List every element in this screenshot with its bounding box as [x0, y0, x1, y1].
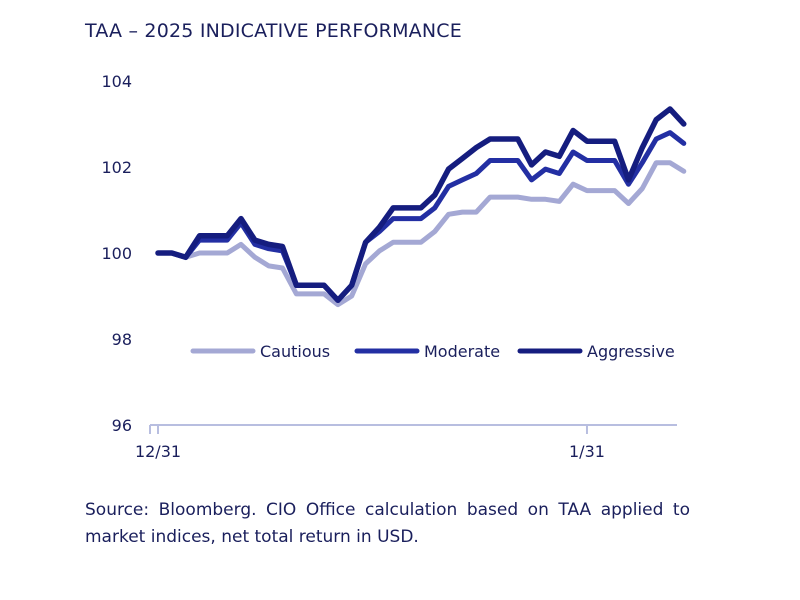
- series-line-aggressive: [155, 106, 687, 304]
- x-tick-label: 1/31: [569, 442, 605, 461]
- y-tick-label: 104: [101, 72, 132, 91]
- y-tick-label: 100: [101, 244, 132, 263]
- legend-label-cautious: Cautious: [260, 342, 330, 361]
- y-tick-label: 98: [112, 330, 132, 349]
- chart-title: TAA – 2025 INDICATIVE PERFORMANCE: [85, 20, 462, 42]
- x-tick-label: 12/31: [135, 442, 181, 461]
- legend-label-moderate: Moderate: [424, 342, 500, 361]
- series-line-moderate: [155, 130, 687, 303]
- y-tick-label: 102: [101, 158, 132, 177]
- y-tick-label: 96: [112, 416, 132, 435]
- source-note: Source: Bloomberg. CIO Office calculatio…: [85, 500, 690, 547]
- legend-label-aggressive: Aggressive: [587, 342, 675, 361]
- series-line-cautious: [155, 160, 687, 308]
